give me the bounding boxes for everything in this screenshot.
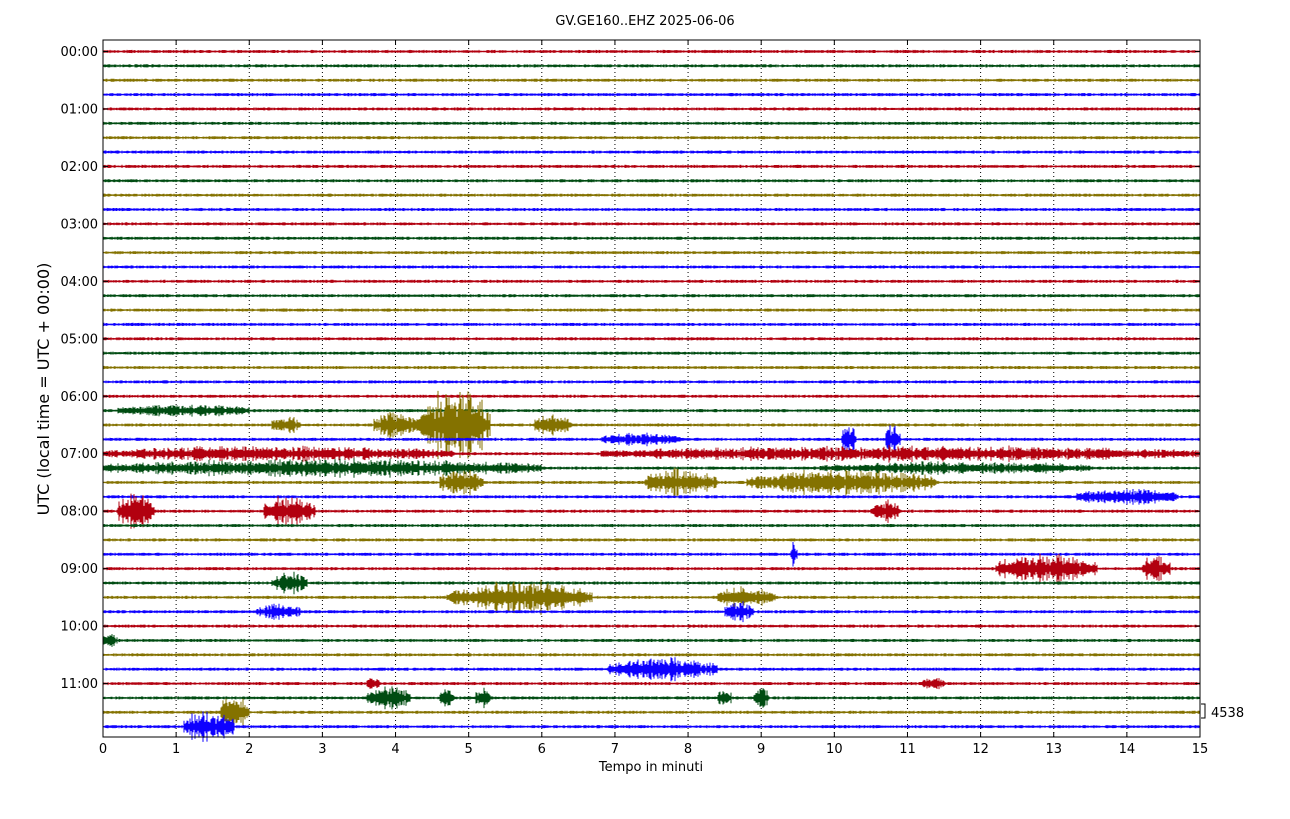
trace-row-22 [102,365,1201,370]
trace-row-8 [102,164,1201,168]
trace-row-14 [102,251,1201,255]
x-tick-label: 4 [391,742,399,757]
trace-row-39 [102,601,1201,623]
x-tick-label: 12 [972,742,989,757]
plot-frame [102,39,1201,738]
trace-row-31 [102,489,1201,505]
trace-row-20 [102,337,1201,341]
x-tick-label: 7 [611,742,619,757]
y-tick-label: 02:00 [61,160,98,175]
trace-row-43 [102,657,1201,682]
x-tick-label: 10 [826,742,843,757]
y-axis-ticks: 00:00 01:00 02:00 03:00 04:00 05:00 06:00 07:00… [61,45,1200,692]
x-tick-label: 6 [538,742,546,757]
trace-row-2 [102,78,1201,82]
y-axis-label: UTC (local time = UTC + 00:00) [34,263,53,516]
y-tick-label: 01:00 [61,102,98,117]
trace-row-7 [102,150,1201,154]
scale-bracket [1201,703,1206,719]
x-axis-label: Tempo in minuti [598,760,703,775]
trace-row-26 [102,390,1201,460]
trace-row-5 [102,121,1201,125]
trace-row-36 [102,553,1201,584]
amplitude-scale: 4538 [1201,703,1244,721]
chart-title: GV.GE160..EHZ 2025-06-06 [555,14,734,29]
y-tick-label: 00:00 [61,45,98,60]
y-tick-label: 10:00 [61,620,98,635]
trace-row-23 [102,380,1201,384]
trace-row-6 [102,136,1201,140]
trace-row-4 [102,107,1201,111]
trace-row-45 [102,686,1201,710]
trace-row-40 [102,624,1201,628]
x-tick-label: 5 [465,742,473,757]
x-tick-label: 2 [245,742,253,757]
x-tick-label: 3 [318,742,326,757]
trace-row-46 [102,698,1201,726]
x-tick-label: 9 [757,742,765,757]
x-gridlines [175,40,1128,737]
trace-row-9 [102,179,1201,183]
trace-row-33 [102,523,1201,528]
trace-row-0 [102,49,1201,54]
x-tick-label: 8 [684,742,692,757]
trace-row-42 [102,653,1201,657]
trace-row-28 [102,444,1201,463]
x-axis-ticks: 0 1 2 3 4 5 6 7 8 9 10 11 12 13 14 15 [99,40,1208,757]
x-tick-label: 1 [172,742,180,757]
seismic-traces [102,49,1201,742]
trace-row-16 [102,279,1201,283]
trace-row-34 [102,538,1201,542]
y-tick-label: 09:00 [61,562,98,577]
y-tick-label: 08:00 [61,505,98,520]
x-tick-label: 11 [899,742,916,757]
x-tick-label: 0 [99,742,107,757]
x-tick-label: 13 [1045,742,1062,757]
trace-row-15 [102,265,1201,269]
x-tick-label: 14 [1119,742,1136,757]
trace-row-3 [102,93,1201,97]
trace-row-19 [102,322,1201,326]
trace-row-11 [102,207,1201,212]
trace-row-12 [102,222,1201,226]
y-tick-label: 11:00 [61,677,98,692]
trace-row-24 [102,394,1201,398]
scale-value: 4538 [1211,706,1244,721]
trace-row-27 [102,425,1201,454]
x-tick-label: 15 [1192,742,1209,757]
y-tick-label: 05:00 [61,332,98,347]
trace-row-1 [102,64,1201,68]
y-tick-label: 07:00 [61,447,98,462]
trace-row-10 [102,193,1201,197]
trace-row-32 [102,493,1201,529]
y-tick-label: 04:00 [61,275,98,290]
y-tick-label: 03:00 [61,217,98,232]
trace-row-21 [102,351,1201,355]
y-tick-label: 06:00 [61,390,98,405]
trace-row-13 [102,236,1201,240]
trace-row-18 [102,308,1201,312]
trace-row-41 [102,634,1201,647]
trace-row-17 [102,294,1201,298]
trace-row-25 [102,404,1201,417]
